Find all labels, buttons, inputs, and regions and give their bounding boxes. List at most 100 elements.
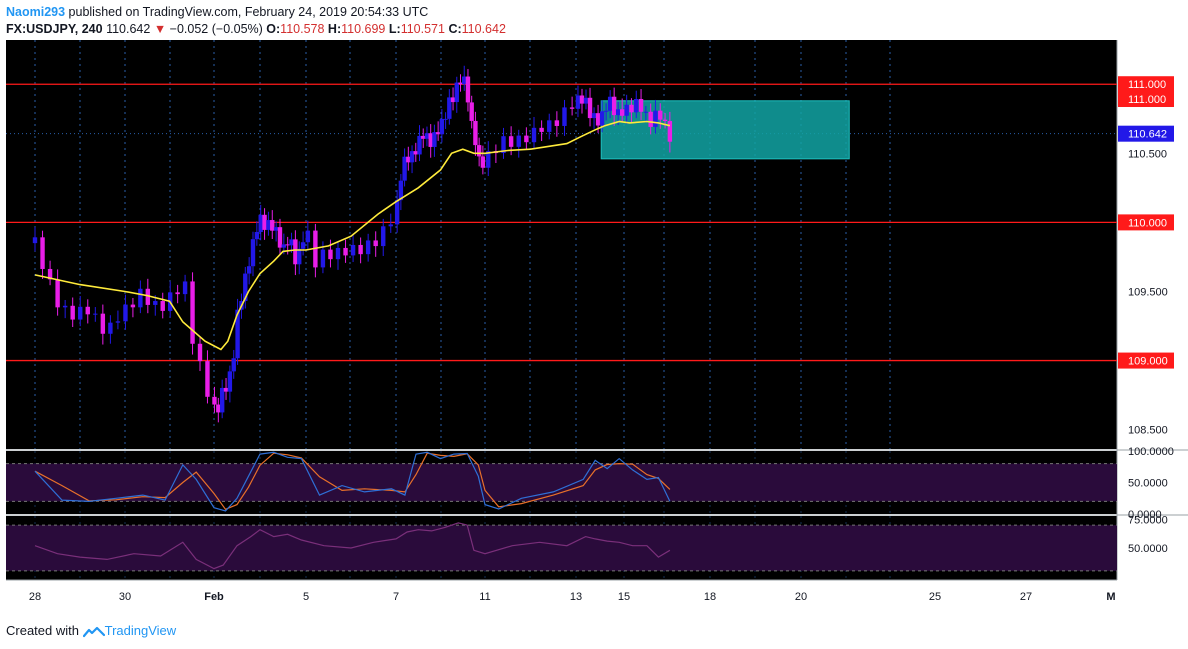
candle-body (108, 322, 113, 334)
candle-body (93, 313, 98, 315)
price-level-tag-label: 110.000 (1128, 217, 1167, 229)
candle-body (78, 306, 83, 320)
price-chart[interactable]: 110.500 109.500 108.500 111.000 110.000 109.0… (0, 40, 1188, 614)
author-link[interactable]: Naomi293 (6, 5, 66, 19)
candle-body (439, 119, 445, 135)
price-marker-tag-label: 111.000 (1128, 94, 1166, 106)
candle-body (328, 249, 333, 260)
created-with-text: Created with (6, 623, 79, 638)
candle-body (138, 288, 143, 308)
tradingview-logo-icon (82, 626, 105, 637)
candle-body (190, 281, 195, 344)
symbol-label: FX:USDJPY, 240 (6, 22, 103, 36)
open-label: O: (266, 22, 281, 36)
candle-body (409, 151, 415, 163)
candle-body (595, 113, 601, 126)
rsi-axis-label: 75.0000 (1128, 514, 1168, 526)
candle-body (47, 268, 53, 280)
time-axis-label: 11 (479, 591, 490, 603)
candle-body (223, 387, 229, 392)
price-axis-label: 108.500 (1128, 425, 1168, 437)
candle-body (450, 97, 456, 103)
candle-body (55, 279, 60, 308)
candle-body (458, 82, 463, 85)
high-label: H: (327, 22, 342, 36)
candle-body (591, 113, 597, 119)
candle-body (587, 97, 593, 119)
candle-body (417, 135, 422, 155)
price-axis-label: 110.500 (1128, 148, 1167, 160)
candle-body (583, 97, 589, 104)
candle-body (465, 76, 471, 103)
tradingview-brand[interactable]: TradingView (104, 623, 177, 638)
candle-body (281, 244, 287, 248)
candle-body (153, 301, 158, 305)
price-level-tag (1118, 352, 1174, 369)
candle-body (182, 281, 188, 295)
candle-body (516, 135, 521, 147)
stochastic-k-line (34, 451, 671, 512)
candle-body (270, 220, 275, 231)
price-level-tag-label: 111.000 (1128, 79, 1166, 91)
time-axis-label: 27 (1020, 591, 1032, 603)
candle-body (435, 132, 441, 135)
moving-average-line (34, 120, 671, 351)
candle-body (277, 227, 283, 248)
candle-body (130, 304, 136, 308)
candle-body (243, 273, 248, 302)
candle-body (388, 224, 393, 227)
stochastic-axis-label: 100.0000 (1128, 446, 1174, 458)
candle-body (569, 107, 575, 109)
candle-body (424, 133, 430, 139)
candle-body (231, 358, 236, 372)
candle-body (293, 239, 298, 265)
candle-body (273, 227, 279, 231)
candle-body (486, 151, 491, 168)
candle-body (428, 133, 433, 147)
candle-body (554, 120, 560, 126)
time-axis-label: 30 (119, 591, 131, 603)
candle-body (634, 98, 639, 113)
candle-body (285, 244, 290, 246)
candle-body (547, 120, 552, 132)
candle-body (454, 82, 459, 103)
candle-body (123, 304, 128, 322)
time-axis-background (6, 580, 1117, 613)
candle-body (254, 231, 260, 240)
candle-body (289, 239, 294, 246)
candle-body (246, 266, 252, 274)
time-axis-label: Feb (204, 591, 224, 603)
candle-body (648, 111, 653, 127)
price-level-tag-label: 109.000 (1128, 356, 1168, 368)
time-axis-label: 20 (795, 591, 807, 603)
candle-body (32, 237, 38, 244)
candle-body (579, 95, 585, 104)
footer: Created with TradingView (6, 623, 176, 638)
candle-body (62, 305, 68, 308)
candle-body (599, 111, 605, 126)
candle-body (575, 95, 581, 109)
candle-body (381, 226, 386, 247)
candle-body (250, 239, 256, 267)
close-value: 110.642 (461, 22, 506, 36)
candle-body (611, 96, 617, 116)
stochastic-d-line (34, 452, 671, 511)
candle-body (350, 244, 356, 256)
down-arrow-icon: ▼ (153, 22, 167, 36)
candle-body (100, 313, 106, 334)
candle-body (447, 97, 452, 119)
candle-body (562, 107, 567, 126)
rsi-axis-label: 50.0000 (1128, 543, 1168, 555)
time-axis-label: 28 (29, 591, 41, 603)
candle-body (227, 371, 233, 392)
candle-body (469, 102, 474, 121)
candle-body (398, 180, 404, 201)
candle-body (443, 118, 448, 120)
candle-body (300, 242, 306, 249)
last-price: 110.642 (106, 22, 151, 36)
candle-body (432, 132, 437, 147)
candle-body (258, 214, 263, 232)
candle-body (406, 156, 411, 163)
candle-body (624, 104, 629, 116)
candle-body (115, 321, 121, 323)
